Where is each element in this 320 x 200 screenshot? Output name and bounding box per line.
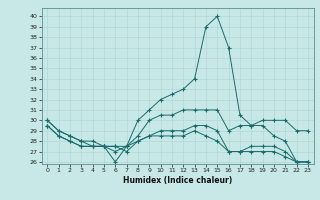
X-axis label: Humidex (Indice chaleur): Humidex (Indice chaleur) [123,176,232,185]
